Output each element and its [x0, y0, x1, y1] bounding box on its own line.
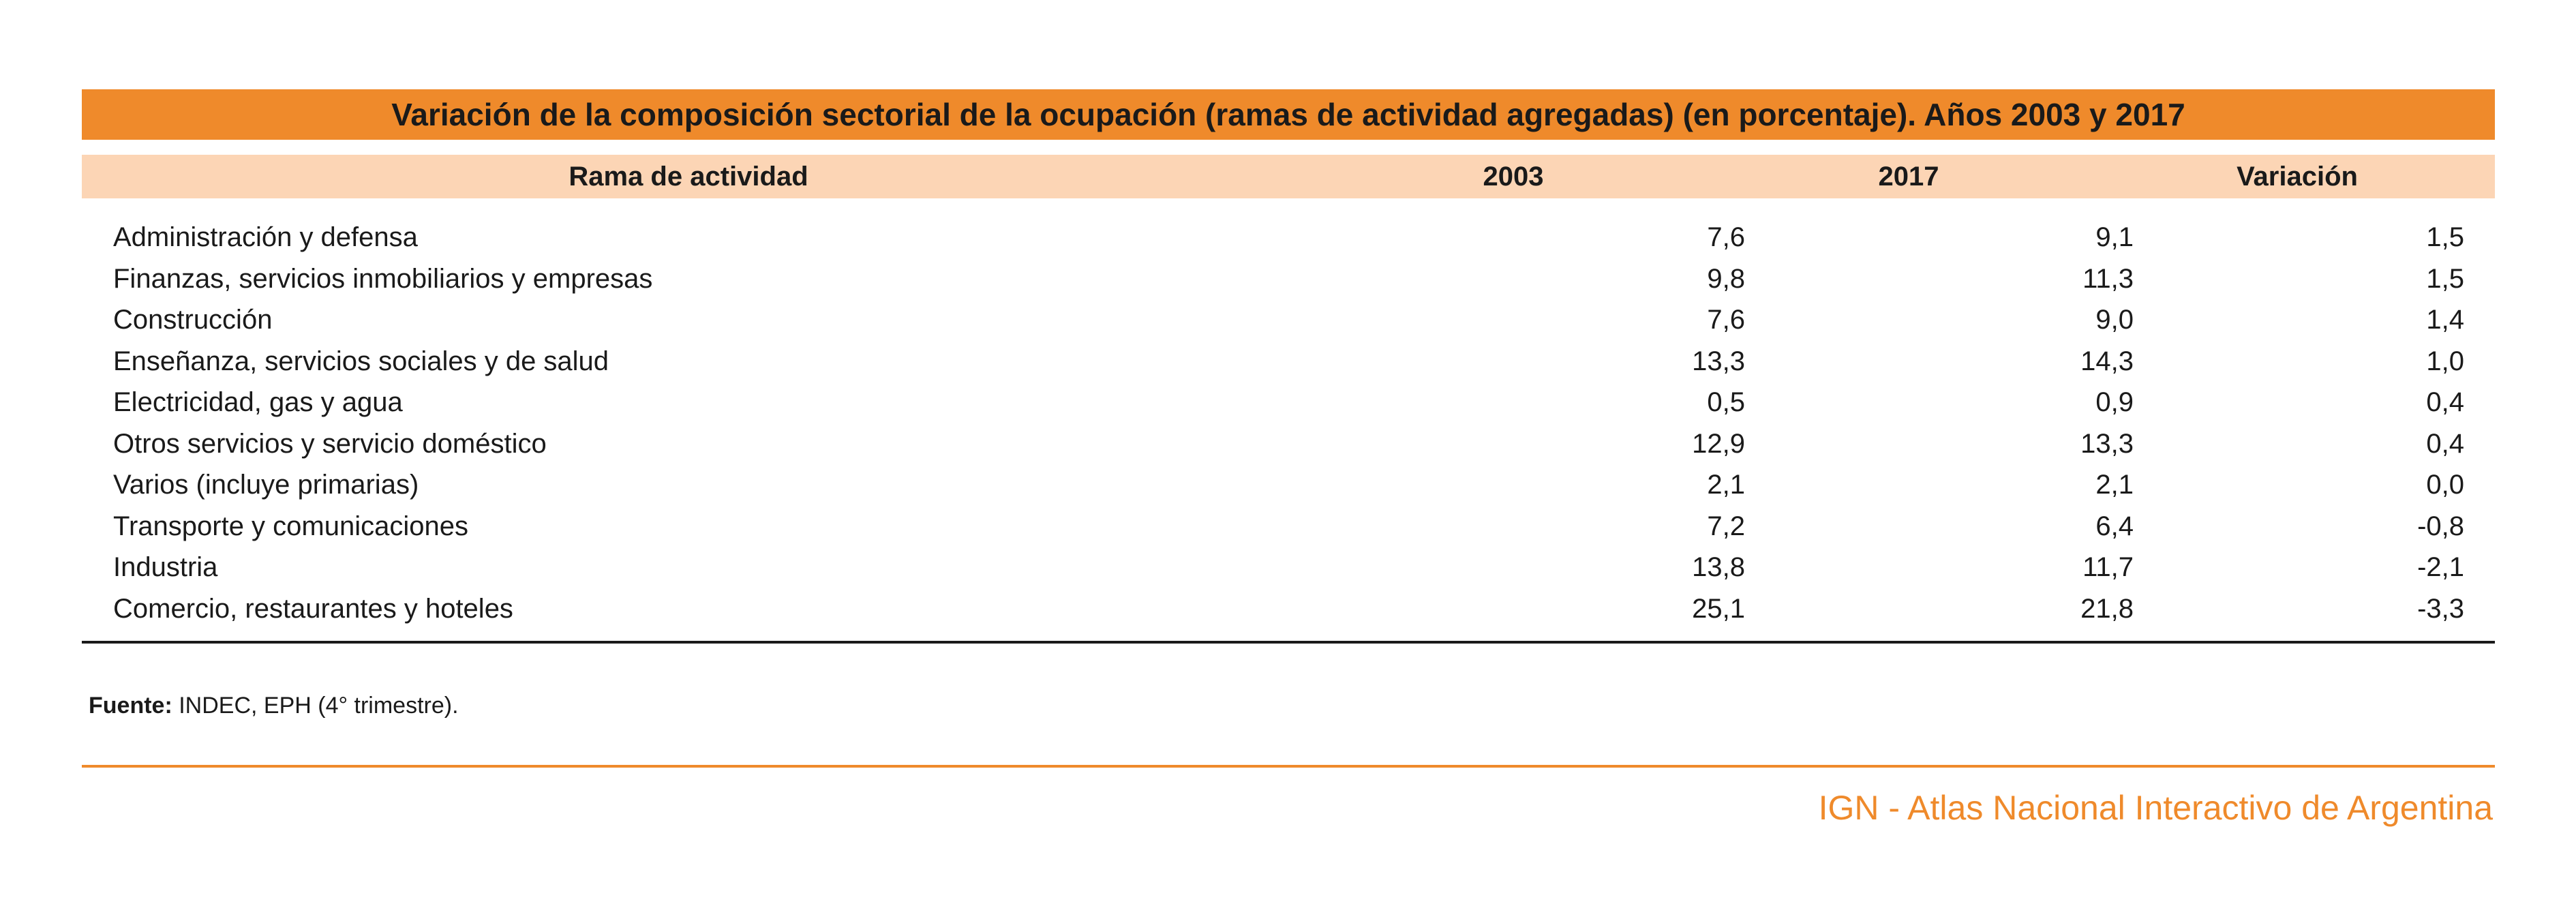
table-row: Finanzas, servicios inmobiliarios y empr… [82, 258, 2495, 300]
source-label: Fuente: [89, 693, 172, 719]
table-row: Electricidad, gas y agua 0,5 0,9 0,4 [82, 382, 2495, 423]
table-row: Transporte y comunicaciones 7,2 6,4 -0,8 [82, 506, 2495, 547]
cell-rama: Finanzas, servicios inmobiliarios y empr… [113, 263, 653, 294]
header-rama: Rama de actividad [569, 162, 808, 192]
cell-variacion: -2,1 [2417, 552, 2464, 582]
cell-rama: Construcción [113, 305, 273, 335]
cell-2003: 9,8 [1707, 263, 1745, 294]
cell-variacion: -3,3 [2417, 593, 2464, 624]
cell-variacion: 0,4 [2426, 428, 2464, 459]
cell-variacion: 0,4 [2426, 387, 2464, 417]
table-row: Industria 13,8 11,7 -2,1 [82, 547, 2495, 588]
table-row: Varios (incluye primarias) 2,1 2,1 0,0 [82, 464, 2495, 506]
table-row: Enseñanza, servicios sociales y de salud… [82, 341, 2495, 382]
cell-2017: 11,7 [2082, 552, 2134, 582]
cell-rama: Comercio, restaurantes y hoteles [113, 593, 513, 624]
cell-2003: 0,5 [1707, 387, 1745, 417]
cell-variacion: 1,5 [2426, 263, 2464, 294]
cell-variacion: 1,4 [2426, 305, 2464, 335]
source-note: Fuente: INDEC, EPH (4° trimestre). [89, 693, 459, 719]
cell-variacion: 0,0 [2426, 470, 2464, 500]
cell-rama: Electricidad, gas y agua [113, 387, 403, 417]
table-header: Rama de actividad 2003 2017 Variación [82, 155, 2495, 198]
table-row: Comercio, restaurantes y hoteles 25,1 21… [82, 588, 2495, 630]
cell-rama: Administración y defensa [113, 222, 418, 252]
cell-variacion: 1,5 [2426, 222, 2464, 252]
cell-2017: 0,9 [2095, 387, 2134, 417]
table-row: Otros servicios y servicio doméstico 12,… [82, 423, 2495, 465]
cell-2017: 21,8 [2080, 593, 2134, 624]
cell-2003: 12,9 [1692, 428, 1745, 459]
table-title: Variación de la composición sectorial de… [82, 89, 2495, 140]
cell-2017: 6,4 [2095, 511, 2134, 541]
cell-2017: 14,3 [2080, 346, 2134, 376]
cell-rama: Transporte y comunicaciones [113, 511, 468, 541]
cell-2017: 2,1 [2095, 470, 2134, 500]
header-2003: 2003 [1483, 162, 1544, 192]
cell-rama: Varios (incluye primarias) [113, 470, 419, 500]
cell-2003: 2,1 [1707, 470, 1745, 500]
cell-rama: Industria [113, 552, 218, 582]
cell-rama: Otros servicios y servicio doméstico [113, 428, 547, 459]
footer-credit: IGN - Atlas Nacional Interactivo de Arge… [1818, 789, 2493, 827]
table-body: Administración y defensa 7,6 9,1 1,5 Fin… [82, 217, 2495, 629]
cell-2017: 11,3 [2082, 263, 2134, 294]
table-bottom-rule [82, 641, 2495, 644]
cell-variacion: -0,8 [2417, 511, 2464, 541]
header-2017: 2017 [1878, 162, 1939, 192]
source-text: INDEC, EPH (4° trimestre). [172, 693, 459, 719]
cell-2003: 7,6 [1707, 305, 1745, 335]
cell-rama: Enseñanza, servicios sociales y de salud [113, 346, 609, 376]
cell-2003: 7,6 [1707, 222, 1745, 252]
cell-2003: 25,1 [1692, 593, 1745, 624]
cell-2003: 13,8 [1692, 552, 1745, 582]
cell-2017: 9,0 [2095, 305, 2134, 335]
table-row: Construcción 7,6 9,0 1,4 [82, 299, 2495, 341]
cell-2017: 9,1 [2095, 222, 2134, 252]
table-row: Administración y defensa 7,6 9,1 1,5 [82, 217, 2495, 258]
cell-variacion: 1,0 [2426, 346, 2464, 376]
cell-2003: 13,3 [1692, 346, 1745, 376]
header-variacion: Variación [2237, 162, 2358, 192]
cell-2017: 13,3 [2080, 428, 2134, 459]
cell-2003: 7,2 [1707, 511, 1745, 541]
footer-divider [82, 765, 2495, 768]
